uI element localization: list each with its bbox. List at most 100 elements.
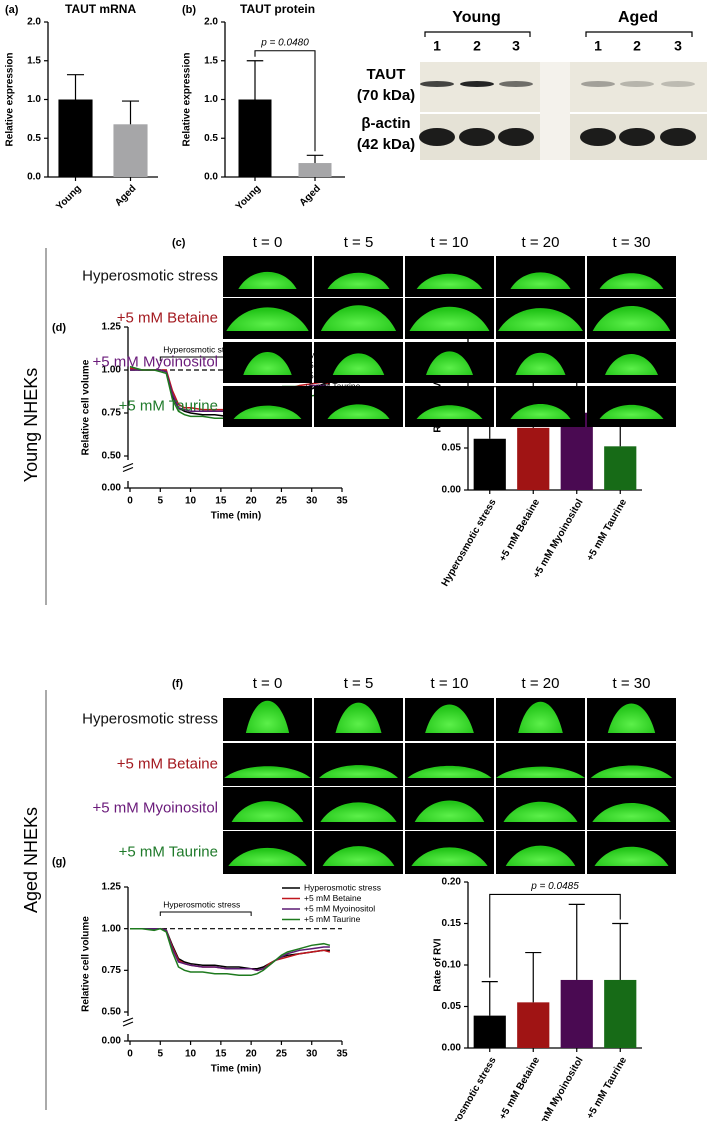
span-label: Hyperosmotic stress [163,344,240,354]
y-tick-label: 0.10 [442,960,462,971]
condition-label: +5 mM Taurine [119,397,218,414]
legend-label: +5 mM Taurine [304,914,361,924]
cell [498,308,583,331]
bar [298,163,332,177]
y-tick-label: 1.5 [27,55,41,66]
taut-band [499,81,533,87]
lane-label: 3 [512,38,520,54]
panel-label: (f) [172,678,183,690]
panel-label: (d) [52,322,66,334]
time-label: t = 20 [522,675,560,692]
cell [416,405,483,419]
cell [322,846,395,866]
lane-label: 2 [473,38,481,54]
x-tick-label: 0 [127,496,133,507]
x-tick-label: +5 mM Taurine [585,1055,630,1121]
y-tick-label: 2.0 [27,17,41,28]
cell [599,404,664,419]
axis-break [122,462,134,469]
x-tick-label: 10 [185,496,197,507]
significance-bracket [254,50,316,152]
bar [517,427,550,490]
cell [224,766,311,778]
actin-band [660,128,696,146]
taut-band [620,81,654,87]
lane-label: 1 [433,38,441,54]
y-axis-label: Relative expression [182,53,193,147]
x-axis-label: Time (min) [211,1064,261,1075]
y-tick-label: 0.00 [102,1036,122,1047]
x-tick-label: 5 [158,496,164,507]
time-label: t = 20 [522,234,560,251]
chart-title: TAUT mRNA [65,2,136,16]
y-tick-label: 0.00 [442,485,462,496]
bar [604,979,637,1048]
group-bracket [424,31,531,37]
condition-label: Hyperosmotic stress [82,267,218,284]
axis-break [122,1021,134,1027]
cell [231,801,304,822]
cell [243,352,292,375]
actin-band [419,128,455,146]
x-tick-label: 30 [306,496,318,507]
series-line [130,927,330,972]
cell [594,846,669,866]
x-tick-label: Hyperosmotic stress [440,1055,499,1121]
micrograph [496,743,585,786]
y-tick-label: 0.5 [27,133,41,144]
cell [495,766,586,778]
y-tick-label: 0.0 [204,172,218,183]
y-tick-label: 0.50 [102,1007,122,1018]
micrograph [587,743,676,786]
y-tick-label: 0.20 [442,877,462,888]
time-label: t = 0 [253,234,283,251]
cell [409,306,490,331]
lane-label: 2 [633,38,641,54]
condition-label: +5 mM Taurine [119,843,218,860]
x-tick-label: +5 mM Taurine [585,497,630,563]
x-tick-label: Young [234,183,263,212]
time-label: t = 30 [613,675,651,692]
cell [503,801,578,822]
y-axis-label: Relative cell volume [81,916,92,1012]
panel-label: (g) [52,856,66,868]
y-tick-label: 0.05 [442,1001,462,1012]
bar [473,1015,506,1048]
y-tick-label: 1.0 [204,94,218,105]
x-tick-label: 25 [276,1049,288,1060]
y-tick-label: 1.0 [27,94,41,105]
panel-label: (c) [172,237,186,249]
blot-gap [540,62,570,160]
panel-label: (a) [5,4,19,16]
row-label: TAUT [367,66,406,83]
condition-label: Hyperosmotic stress [82,710,218,727]
cell [414,800,485,822]
x-tick-label: Aged [298,183,323,208]
cell [425,704,474,733]
time-label: t = 5 [344,234,374,251]
actin-band [580,128,616,146]
condition-label: +5 mM Betaine [117,755,218,772]
x-tick-label: 15 [215,1049,227,1060]
actin-band [459,128,495,146]
row-label: β-actin [361,115,410,132]
series-line [130,927,331,977]
taut-band [581,81,615,87]
group-bracket [585,31,693,37]
y-tick-label: 0.75 [102,408,122,419]
axis-break [122,1017,134,1023]
taut-band [460,81,494,87]
cell [320,305,397,331]
x-tick-label: +5 mM Betaine [497,1055,542,1121]
time-label: t = 30 [613,234,651,251]
group-label: Young [452,9,501,26]
cell [238,271,297,289]
row-sublabel: (42 kDa) [357,136,415,153]
cell [228,847,307,866]
p-value: p = 0.0485 [530,881,579,892]
panel-label: (b) [182,4,196,16]
actin-band [619,128,655,146]
legend-label: +5 mM Taurine [304,381,361,391]
